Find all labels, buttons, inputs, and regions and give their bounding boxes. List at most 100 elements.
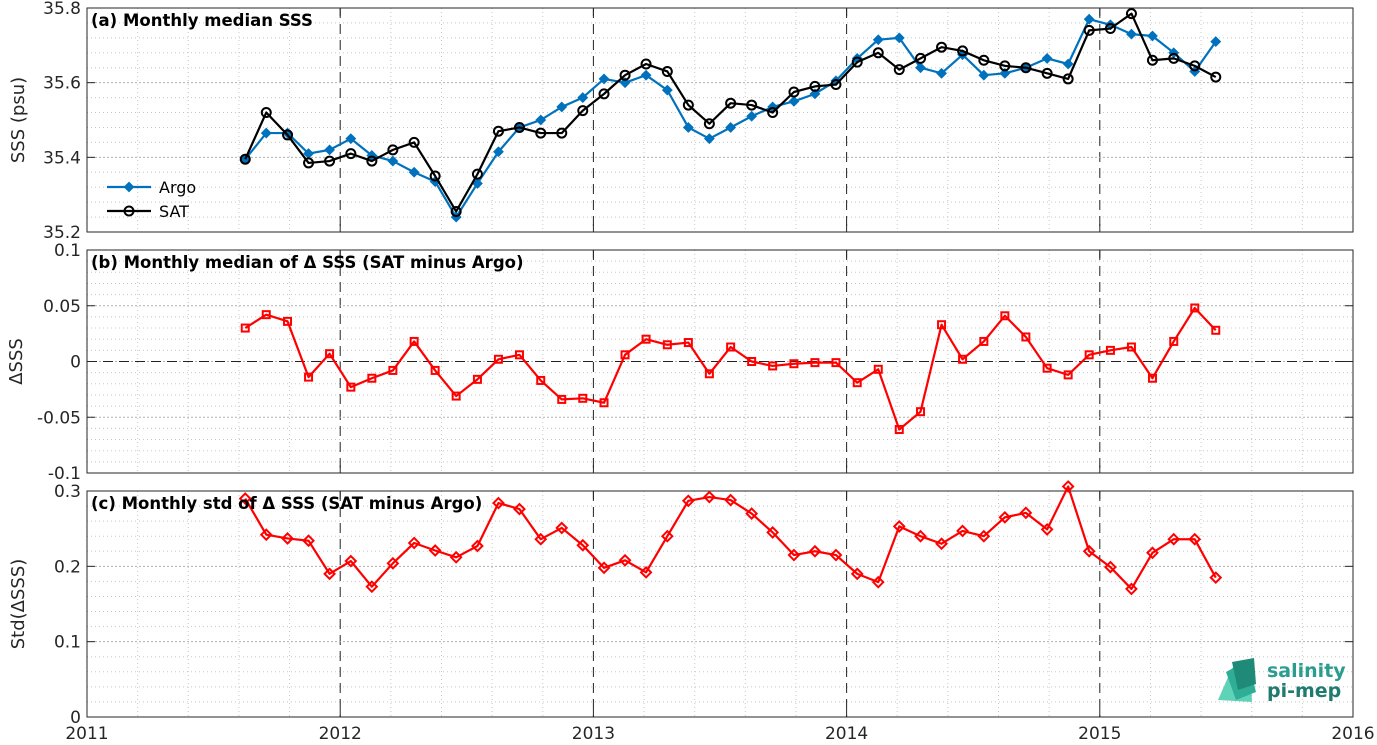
data-point <box>323 567 336 581</box>
data-point <box>851 56 863 68</box>
legend: Argo SAT <box>107 178 196 221</box>
y-tick-label: 0 <box>70 708 81 728</box>
data-point <box>914 529 927 543</box>
x-tick-label: 2013 <box>572 724 615 744</box>
data-point <box>703 118 715 130</box>
data-point <box>1021 332 1031 342</box>
data-point <box>535 114 547 126</box>
data-point <box>534 532 548 546</box>
data-point <box>703 133 715 145</box>
data-point <box>936 67 947 79</box>
data-point <box>471 168 483 180</box>
data-point <box>492 125 504 137</box>
y-tick-label: -0.1 <box>48 464 81 484</box>
y-tick-label: 0.05 <box>43 297 81 317</box>
x-tick-label: 2014 <box>825 724 868 744</box>
data-point <box>725 122 737 133</box>
data-point <box>681 494 695 508</box>
data-point <box>344 554 358 568</box>
data-point <box>957 45 969 57</box>
data-point <box>979 336 989 346</box>
y-tick-label: 0.3 <box>54 482 81 502</box>
data-point <box>640 69 652 81</box>
data-point <box>578 393 588 403</box>
data-point <box>1083 24 1095 36</box>
data-point <box>472 178 483 189</box>
data-point <box>999 60 1011 72</box>
data-point <box>409 336 419 346</box>
panel-a: 35.2 35.4 35.6 35.8 SSS (psu) (a) Monthly med… <box>8 0 1354 243</box>
data-point <box>852 378 862 388</box>
data-point <box>682 99 694 111</box>
data-point <box>260 107 272 119</box>
series-line <box>244 485 1217 591</box>
y-axis-label: Std(ΔSSS) <box>8 559 29 650</box>
data-point <box>937 320 947 330</box>
data-point <box>893 64 905 76</box>
data-point <box>726 342 736 352</box>
data-point <box>745 507 759 521</box>
data-point <box>724 493 738 507</box>
data-point <box>766 526 780 539</box>
data-point <box>472 374 482 384</box>
data-point <box>682 122 694 133</box>
data-point <box>408 136 420 148</box>
plot-area <box>87 491 1353 717</box>
x-tick-label: 2011 <box>65 724 108 744</box>
data-point <box>999 67 1011 79</box>
data-point <box>430 365 440 375</box>
data-point <box>683 338 693 348</box>
data-point <box>576 538 590 552</box>
data-point <box>873 364 883 374</box>
data-point <box>1211 325 1221 335</box>
data-point <box>916 407 926 417</box>
data-point <box>1041 67 1053 79</box>
data-point <box>660 529 674 543</box>
panel-b: -0.1 -0.05 0 0.05 0.1 ΔSSS (b) Monthly median … <box>6 241 1354 484</box>
y-axis-label: ΔSSS <box>6 338 27 385</box>
y-tick-label: 35.8 <box>43 0 81 19</box>
data-point <box>324 144 335 156</box>
data-point <box>768 361 778 371</box>
data-point <box>1000 311 1010 321</box>
data-point <box>556 101 568 113</box>
data-point <box>1084 350 1094 360</box>
data-point <box>1042 363 1052 373</box>
series-line <box>244 12 1217 213</box>
logo: salinity pi-mep <box>1218 658 1346 702</box>
data-point <box>493 146 504 158</box>
data-point <box>1125 582 1138 596</box>
data-point <box>892 519 906 533</box>
data-point <box>471 539 484 553</box>
data-point <box>261 310 271 320</box>
data-point <box>620 350 630 360</box>
data-point <box>789 359 799 369</box>
logo-line1: salinity <box>1267 660 1346 682</box>
y-tick-label: -0.05 <box>37 408 81 428</box>
plot-area <box>87 8 1353 232</box>
data-point <box>1168 52 1180 64</box>
data-point <box>787 548 801 562</box>
data-point <box>513 502 526 516</box>
data-point <box>1104 560 1117 574</box>
data-point <box>639 565 653 579</box>
data-point <box>831 358 841 368</box>
logo-icon <box>1218 658 1256 702</box>
data-point <box>1126 28 1137 40</box>
data-point <box>958 354 968 364</box>
data-point <box>850 567 864 581</box>
data-point <box>1040 523 1054 536</box>
data-point <box>1190 303 1200 313</box>
data-point <box>1188 532 1202 546</box>
data-point <box>366 150 378 161</box>
data-point <box>640 58 652 70</box>
data-point <box>283 316 293 326</box>
data-point <box>536 375 546 385</box>
data-point <box>365 580 379 594</box>
data-point <box>281 532 294 545</box>
data-point <box>1167 532 1181 546</box>
data-point <box>555 521 569 535</box>
data-point <box>998 510 1012 524</box>
data-point <box>598 88 610 100</box>
data-point <box>493 354 503 364</box>
